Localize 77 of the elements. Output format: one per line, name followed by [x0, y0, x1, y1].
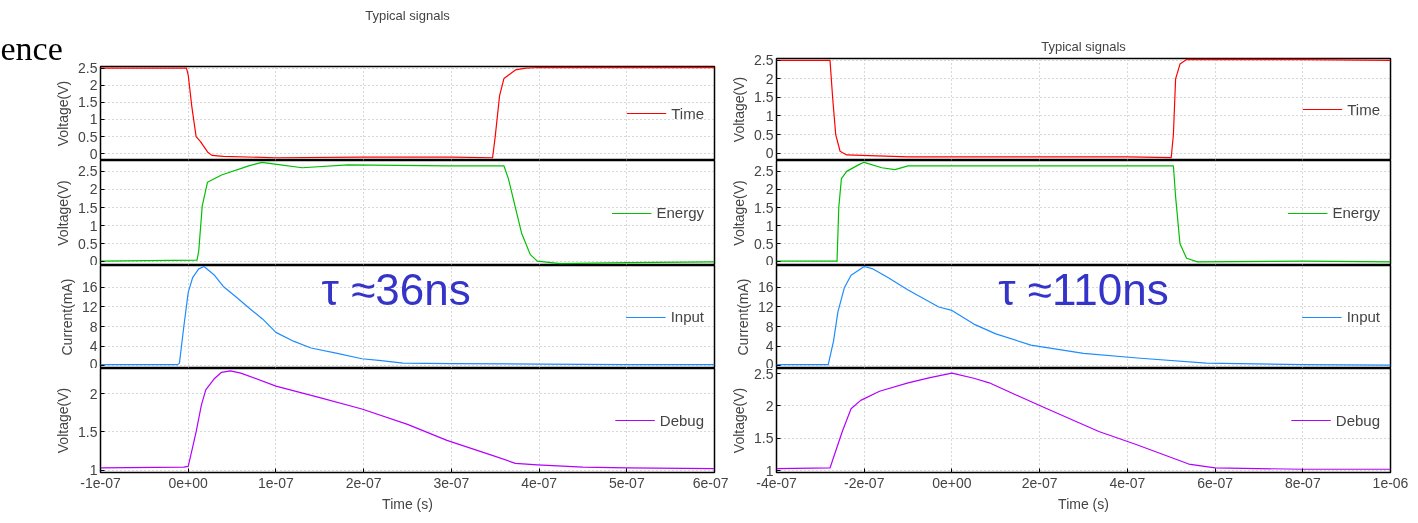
- y-tick-label: 0: [89, 355, 98, 372]
- y-axis-title: Voltage(V): [55, 387, 72, 454]
- legend-label: Input: [670, 308, 704, 325]
- y-tick-label: 16: [757, 279, 774, 296]
- x-tick-label: 0e+00: [168, 474, 209, 491]
- y-tick-label: 1.5: [78, 199, 98, 216]
- legend-label: Time: [671, 104, 704, 122]
- y-tick-label: 1.5: [754, 430, 774, 447]
- x-axis-title: Time (s): [382, 495, 433, 512]
- y-axis-title: Voltage(V): [731, 387, 748, 454]
- legend-label: Time: [1347, 100, 1380, 118]
- line-series: [100, 370, 715, 470]
- y-tick-label: 1.5: [754, 89, 774, 106]
- y-tick-label: 0.5: [78, 128, 98, 145]
- y-tick-label: 1: [765, 462, 774, 479]
- y-tick-label: 2.5: [754, 52, 774, 69]
- y-tick-label: 1: [765, 107, 774, 124]
- y-tick-label: 8: [765, 318, 774, 335]
- x-tick-label: 1e-06: [1372, 474, 1409, 491]
- x-tick-label: 4e-07: [521, 474, 558, 491]
- y-tick-label: 1: [89, 217, 98, 234]
- y-axis-title: Current(mA): [734, 278, 751, 356]
- y-tick-label: 0.5: [78, 235, 98, 252]
- y-tick-label: 2: [89, 385, 98, 402]
- y-axis-title: Current(mA): [58, 278, 75, 356]
- x-tick-label: 0e+00: [932, 474, 972, 491]
- x-tick-label: 2e-07: [1021, 474, 1058, 491]
- y-axis-title: Voltage(V): [731, 76, 748, 143]
- y-tick-label: 2.5: [754, 163, 774, 180]
- legend-label: Debug: [659, 411, 704, 429]
- y-tick-label: 0.5: [754, 126, 774, 143]
- y-tick-label: 0: [765, 252, 774, 269]
- y-tick-label: 4: [765, 338, 774, 355]
- x-axis-title: Time (s): [1058, 495, 1109, 512]
- y-tick-label: 8: [89, 318, 98, 335]
- x-tick-label: 1e-07: [258, 474, 295, 491]
- y-tick-label: 0: [89, 252, 98, 269]
- legend-label: Energy: [656, 204, 704, 221]
- legend-label: Energy: [1332, 204, 1380, 221]
- y-tick-label: 2: [89, 181, 98, 198]
- x-tick-label: 2e-07: [345, 474, 382, 491]
- y-tick-label: 12: [81, 298, 98, 315]
- y-tick-label: 2: [765, 181, 774, 198]
- line-series: [776, 372, 1391, 470]
- legend-label: Input: [1346, 308, 1380, 325]
- y-tick-label: 0: [765, 145, 774, 162]
- y-tick-label: 1.5: [754, 199, 774, 216]
- y-axis-title: Voltage(V): [55, 180, 72, 246]
- y-tick-label: 1: [89, 111, 98, 128]
- y-tick-label: 2.5: [78, 60, 98, 77]
- legend-label: Debug: [1335, 411, 1380, 429]
- y-tick-label: 1.5: [78, 423, 98, 440]
- x-tick-label: 6e-07: [692, 474, 729, 491]
- y-tick-label: 4: [89, 338, 98, 355]
- chart-title: Typical signals: [1041, 38, 1127, 54]
- y-tick-label: 2: [89, 77, 98, 94]
- y-tick-label: 16: [81, 279, 98, 296]
- y-tick-label: 1.5: [78, 94, 98, 111]
- y-axis-title: Voltage(V): [731, 180, 748, 246]
- x-tick-label: 5e-07: [608, 474, 645, 491]
- y-tick-label: 12: [757, 298, 774, 315]
- y-tick-label: 1: [765, 217, 774, 234]
- x-tick-label: 8e-07: [1284, 474, 1321, 491]
- y-tick-label: 0.5: [754, 235, 774, 252]
- y-tick-label: 2.5: [78, 163, 98, 180]
- x-tick-label: 6e-07: [1197, 474, 1234, 491]
- annotation: τ ≈110ns: [998, 264, 1169, 314]
- x-tick-label: -2e-07: [843, 474, 885, 491]
- y-tick-label: 2: [765, 70, 774, 87]
- y-tick-label: 2: [765, 397, 774, 414]
- chart-title: Typical signals: [365, 7, 451, 23]
- x-tick-label: 4e-07: [1109, 474, 1146, 491]
- annotation: τ ≈36ns: [321, 264, 471, 314]
- text: ence: [0, 29, 63, 67]
- y-axis-title: Voltage(V): [55, 80, 72, 147]
- x-tick-label: 3e-07: [433, 474, 470, 491]
- y-tick-label: 0: [89, 145, 98, 162]
